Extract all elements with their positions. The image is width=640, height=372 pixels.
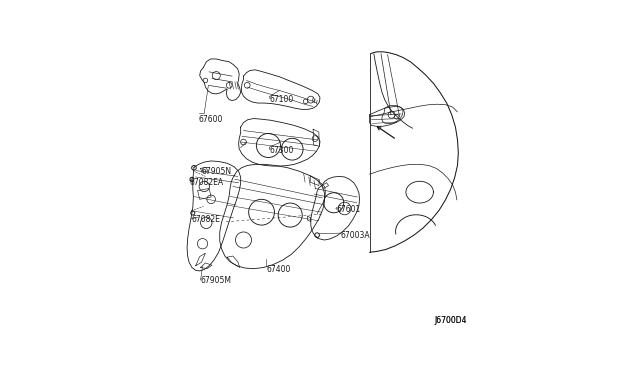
Text: 67003A: 67003A	[341, 231, 371, 240]
Text: 67600: 67600	[198, 115, 223, 124]
Text: 67905N: 67905N	[202, 167, 232, 176]
Text: 67601: 67601	[337, 205, 361, 214]
Text: 67905M: 67905M	[200, 276, 232, 285]
Text: 67300: 67300	[269, 146, 294, 155]
Text: 67082E: 67082E	[191, 215, 220, 224]
Text: 67082EA: 67082EA	[190, 178, 224, 187]
Text: J6700D4: J6700D4	[434, 316, 467, 325]
Text: J6700D4: J6700D4	[434, 316, 467, 325]
Text: 67400: 67400	[266, 265, 291, 274]
Text: 67100: 67100	[269, 94, 294, 103]
